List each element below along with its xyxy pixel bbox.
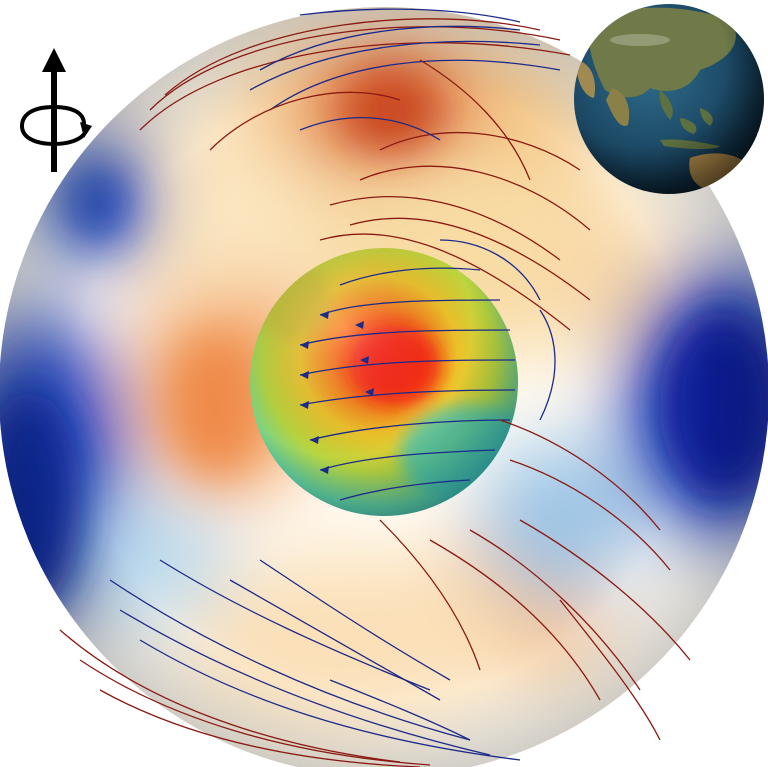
streamlines-north [139, 8, 591, 331]
inner-core [250, 248, 518, 516]
rotation-axis-arrow-icon [19, 48, 92, 172]
streamlines-south [59, 419, 691, 767]
streamlines-core [299, 239, 556, 501]
earth-globe-icon [574, 4, 764, 194]
core-arrowheads [300, 311, 374, 474]
